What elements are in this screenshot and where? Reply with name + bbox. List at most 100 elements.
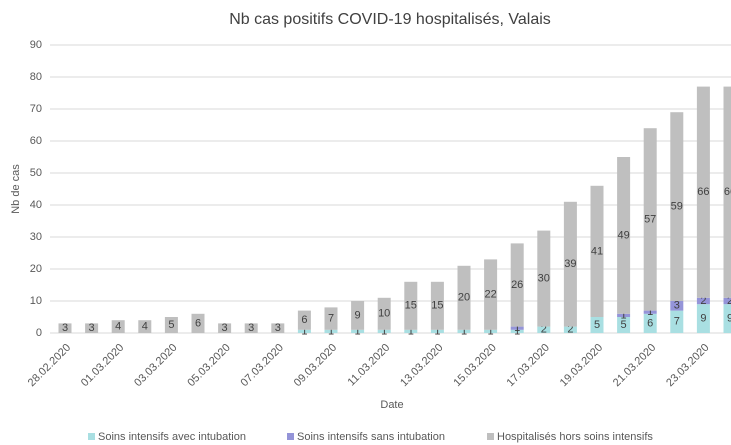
data-label: 7 <box>328 313 334 325</box>
bar-segment <box>590 185 604 317</box>
data-label: 3 <box>275 322 281 334</box>
bar-segment <box>590 317 604 333</box>
y-tick-label: 80 <box>30 71 42 83</box>
x-tick-label: 23.03.2020 <box>664 342 711 389</box>
data-label: 1 <box>301 325 307 337</box>
data-label: 2 <box>700 295 706 307</box>
y-tick-label: 60 <box>30 135 42 147</box>
y-tick-label: 20 <box>30 263 42 275</box>
data-label: 20 <box>458 292 470 304</box>
bar-segment <box>324 329 338 333</box>
x-axis-label: Date <box>380 399 403 411</box>
bar-segment <box>643 310 657 314</box>
legend-label: Hospitalisés hors soins intensifs <box>497 431 653 443</box>
bar-segment <box>430 329 444 333</box>
x-tick-label: 28.02.2020 <box>26 342 73 389</box>
data-label: 10 <box>378 308 390 320</box>
bar-segment <box>297 329 311 333</box>
legend-label: Soins intensifs avec intubation <box>98 431 246 443</box>
bar-segment <box>111 320 125 333</box>
bar-segment <box>218 323 232 333</box>
legend-swatch <box>487 433 494 440</box>
bar-segment <box>138 320 152 333</box>
bar-segment <box>377 329 391 333</box>
data-label: 1 <box>647 306 653 318</box>
data-label: 41 <box>591 245 603 257</box>
data-label: 3 <box>89 322 95 334</box>
bar-segment <box>404 329 418 333</box>
y-tick-label: 40 <box>30 199 42 211</box>
bar-segment <box>537 230 551 327</box>
bar-segment <box>191 313 205 333</box>
data-label: 5 <box>594 319 600 331</box>
data-label: 4 <box>115 321 121 333</box>
data-label: 3 <box>674 300 680 312</box>
y-tick-label: 10 <box>30 295 42 307</box>
data-label: 1 <box>434 325 440 337</box>
x-tick-label: 19.03.2020 <box>558 342 605 389</box>
bar-segment <box>617 157 631 314</box>
y-tick-label: 50 <box>30 167 42 179</box>
bar-segment <box>696 297 710 305</box>
data-label: 1 <box>381 325 387 337</box>
bar-segment <box>244 323 258 333</box>
data-label: 2 <box>567 324 573 336</box>
data-label: 39 <box>564 258 576 270</box>
bar-segment <box>670 310 684 333</box>
x-tick-label: 17.03.2020 <box>505 342 552 389</box>
x-tick-label: 21.03.2020 <box>611 342 658 389</box>
bar-segment <box>723 304 731 333</box>
bar-segment <box>563 201 577 327</box>
bar-segment <box>404 281 418 330</box>
bar-segment <box>271 323 285 333</box>
data-label: 1 <box>328 325 334 337</box>
x-tick-label: 01.03.2020 <box>79 342 126 389</box>
data-label: 9 <box>727 313 731 325</box>
data-label: 5 <box>621 319 627 331</box>
data-label: 2 <box>541 324 547 336</box>
data-label: 6 <box>301 314 307 326</box>
bar-segment <box>430 281 444 330</box>
data-label: 3 <box>222 322 228 334</box>
bar-segment <box>617 313 631 317</box>
legend-swatch <box>88 433 95 440</box>
data-label: 3 <box>62 322 68 334</box>
data-label: 22 <box>484 289 496 301</box>
data-label: 15 <box>405 300 417 312</box>
bar-segment <box>510 326 524 330</box>
data-label: 66 <box>724 186 731 198</box>
bar-segment <box>164 317 178 333</box>
data-label: 1 <box>461 325 467 337</box>
x-tick-label: 13.03.2020 <box>398 342 445 389</box>
data-label: 1 <box>355 325 361 337</box>
bar-segment <box>457 329 471 333</box>
bar-segment <box>484 259 498 330</box>
data-label: 9 <box>355 309 361 321</box>
bar-segment <box>351 301 365 330</box>
bar-segment <box>696 304 710 333</box>
x-tick-label: 07.03.2020 <box>239 342 286 389</box>
bar-segment <box>510 329 524 333</box>
data-label: 26 <box>511 279 523 291</box>
bar-segment <box>351 329 365 333</box>
y-tick-label: 0 <box>36 327 42 339</box>
bar-segment <box>85 323 99 333</box>
bar-segment <box>457 265 471 330</box>
x-tick-label: 05.03.2020 <box>185 342 232 389</box>
x-tick-label: 11.03.2020 <box>346 342 393 389</box>
bar-segment <box>643 313 657 333</box>
data-label: 1 <box>621 309 627 321</box>
data-label: 9 <box>700 313 706 325</box>
bar-segment <box>324 307 338 330</box>
data-label: 49 <box>617 229 629 241</box>
data-label: 1 <box>408 325 414 337</box>
bar-segment <box>723 86 731 298</box>
bar-segment <box>58 323 72 333</box>
legend-swatch <box>287 433 294 440</box>
bar-segment <box>617 317 631 333</box>
data-label: 66 <box>697 186 709 198</box>
bar-segment <box>510 243 524 327</box>
data-label: 59 <box>671 201 683 213</box>
legend-label: Soins intensifs sans intubation <box>297 431 445 443</box>
